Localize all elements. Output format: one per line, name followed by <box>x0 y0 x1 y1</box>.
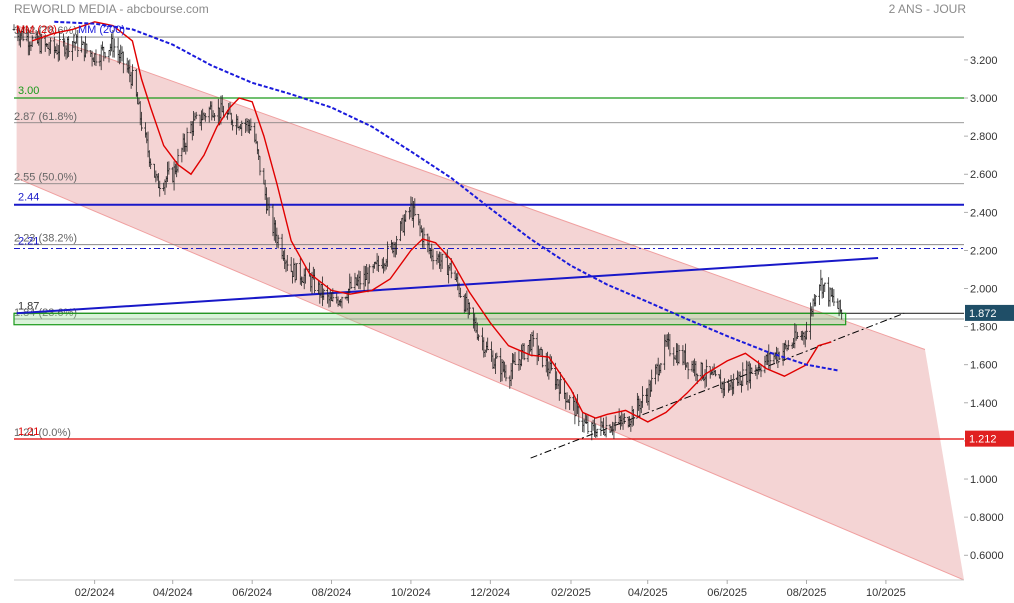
x-tick-label-8: 06/2025 <box>707 587 747 599</box>
price-marker-label-1: 1.212 <box>969 434 997 446</box>
price-marker-box-1 <box>965 430 1014 447</box>
y-tick-label-3: 2.600 <box>970 169 998 181</box>
x-tick-label-5: 12/2024 <box>470 587 510 599</box>
hline-label-0: 3.00 <box>18 85 39 97</box>
y-tick-label-2: 2.800 <box>970 131 998 143</box>
y-tick-label-9: 1.400 <box>970 398 998 410</box>
fib-label-2: 2.55 (50.0%) <box>14 172 77 184</box>
hline-label-1: 2.44 <box>18 192 39 204</box>
fibonacci-levels: 3.32 (78.6%) 2.87 (61.8%) 2.55 (50.0%) 2.23… <box>14 25 964 440</box>
channel-upper-line <box>16 25 926 350</box>
hline-label-4: 1.21 <box>18 426 39 438</box>
trendlines <box>16 257 905 459</box>
y-tick-label-8: 1.600 <box>970 360 998 372</box>
trendline-0 <box>16 257 879 315</box>
fib-label-0: 3.32 (78.6%) <box>14 25 77 37</box>
y-tick-label-0: 3.200 <box>970 55 998 67</box>
channel-fill <box>16 25 964 580</box>
x-tick-label-2: 06/2024 <box>232 587 272 599</box>
price-bars <box>12 24 844 441</box>
x-tick-label-6: 02/2025 <box>551 587 591 599</box>
chart-legend: MM (20) MM (200) <box>16 24 125 36</box>
y-tick-label-4: 2.400 <box>970 207 998 219</box>
y-tick-label-12: 0.8000 <box>970 512 1004 524</box>
price-markers: 1.872 1.212 <box>965 304 1014 447</box>
y-tick-label-5: 2.200 <box>970 245 998 257</box>
y-tick-label-7: 1.800 <box>970 322 998 334</box>
y-tick-label-13: 0.6000 <box>970 550 1004 562</box>
price-marker-label-0: 1.872 <box>969 308 997 320</box>
support-zone-rect <box>13 312 847 326</box>
legend-item-1: MM (200) <box>78 24 125 36</box>
x-tick-label-4: 10/2024 <box>391 587 431 599</box>
x-axis: 02/2024 04/2024 06/2024 08/2024 10/2024 12/20… <box>14 579 964 599</box>
support-zone <box>13 312 847 326</box>
hline-label-3: 1.87 <box>18 300 39 312</box>
price-marker-box-0 <box>965 304 1014 321</box>
x-tick-label-0: 02/2024 <box>75 587 115 599</box>
x-tick-label-9: 08/2025 <box>787 587 827 599</box>
chart-source-label: REWORLD MEDIA - abcbourse.com <box>14 2 209 16</box>
chart-period-label: 2 ANS - JOUR <box>888 2 966 16</box>
ma-line-0 <box>31 21 832 423</box>
trendline-1 <box>530 312 905 459</box>
hline-label-2: 2.21 <box>18 236 39 248</box>
x-tick-label-7: 04/2025 <box>628 587 668 599</box>
x-tick-label-3: 08/2024 <box>312 587 352 599</box>
y-tick-label-1: 3.000 <box>970 93 998 105</box>
fib-label-5: 1.21 (0.0%) <box>14 427 71 439</box>
legend-item-0: MM (20) <box>16 24 57 36</box>
trend-channel <box>16 25 964 580</box>
y-tick-label-11: 1.000 <box>970 474 998 486</box>
y-tick-label-6: 2.000 <box>970 284 998 296</box>
fib-label-1: 2.87 (61.8%) <box>14 111 77 123</box>
ma-line-1 <box>54 20 838 372</box>
x-tick-label-10: 10/2025 <box>866 587 906 599</box>
moving-averages <box>31 20 838 423</box>
x-tick-label-1: 04/2024 <box>153 587 193 599</box>
fib-label-3: 2.23 (38.2%) <box>14 233 77 245</box>
y-axis: 3.200 3.000 2.800 2.600 2.400 2.200 2.000 1.800… <box>964 55 1004 562</box>
